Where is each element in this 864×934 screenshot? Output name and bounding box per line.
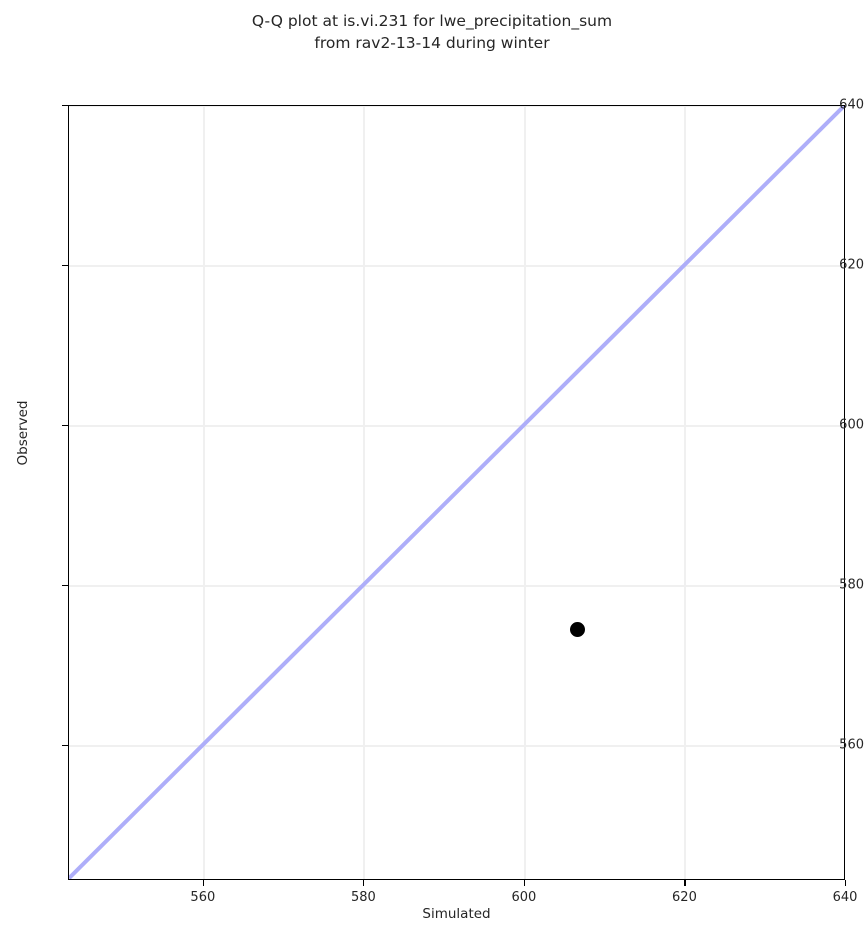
y-tick-mark [62,424,68,426]
x-tick-mark [845,880,847,886]
y-tick-label: 640 [839,97,864,113]
y-tick-mark [62,105,68,107]
y-tick-mark [62,744,68,746]
gridline-horizontal [69,744,844,747]
gridline-vertical [684,106,687,879]
x-tick-label: 600 [511,890,537,905]
x-tick-mark [363,880,365,886]
gridline-horizontal [69,264,844,267]
y-tick-label: 560 [839,737,864,753]
x-tick-label: 640 [832,890,858,905]
gridline-vertical [202,106,205,879]
y-axis-label: Observed [15,400,31,466]
x-tick-mark [523,880,526,886]
x-tick-mark [202,880,204,886]
data-point [570,621,586,637]
x-axis-label: Simulated [422,906,491,922]
identity-reference-line [69,106,844,879]
x-tick-label: 560 [190,890,216,905]
y-tick-label: 620 [839,257,864,273]
plot-area [68,105,845,880]
chart-title: Q-Q plot at is.vi.231 for lwe_precipitat… [251,12,613,52]
y-tick-label: 580 [839,577,864,593]
x-tick-mark [684,880,686,886]
gridline-horizontal [69,424,844,427]
gridline-horizontal [69,106,844,107]
gridline-vertical [363,106,366,879]
x-tick-label: 580 [350,890,376,905]
gridline-horizontal [69,584,844,587]
gridline-vertical [523,106,526,879]
y-tick-mark [62,264,68,267]
y-tick-label: 600 [839,417,864,433]
x-tick-label: 620 [672,890,697,905]
y-tick-mark [62,584,68,586]
